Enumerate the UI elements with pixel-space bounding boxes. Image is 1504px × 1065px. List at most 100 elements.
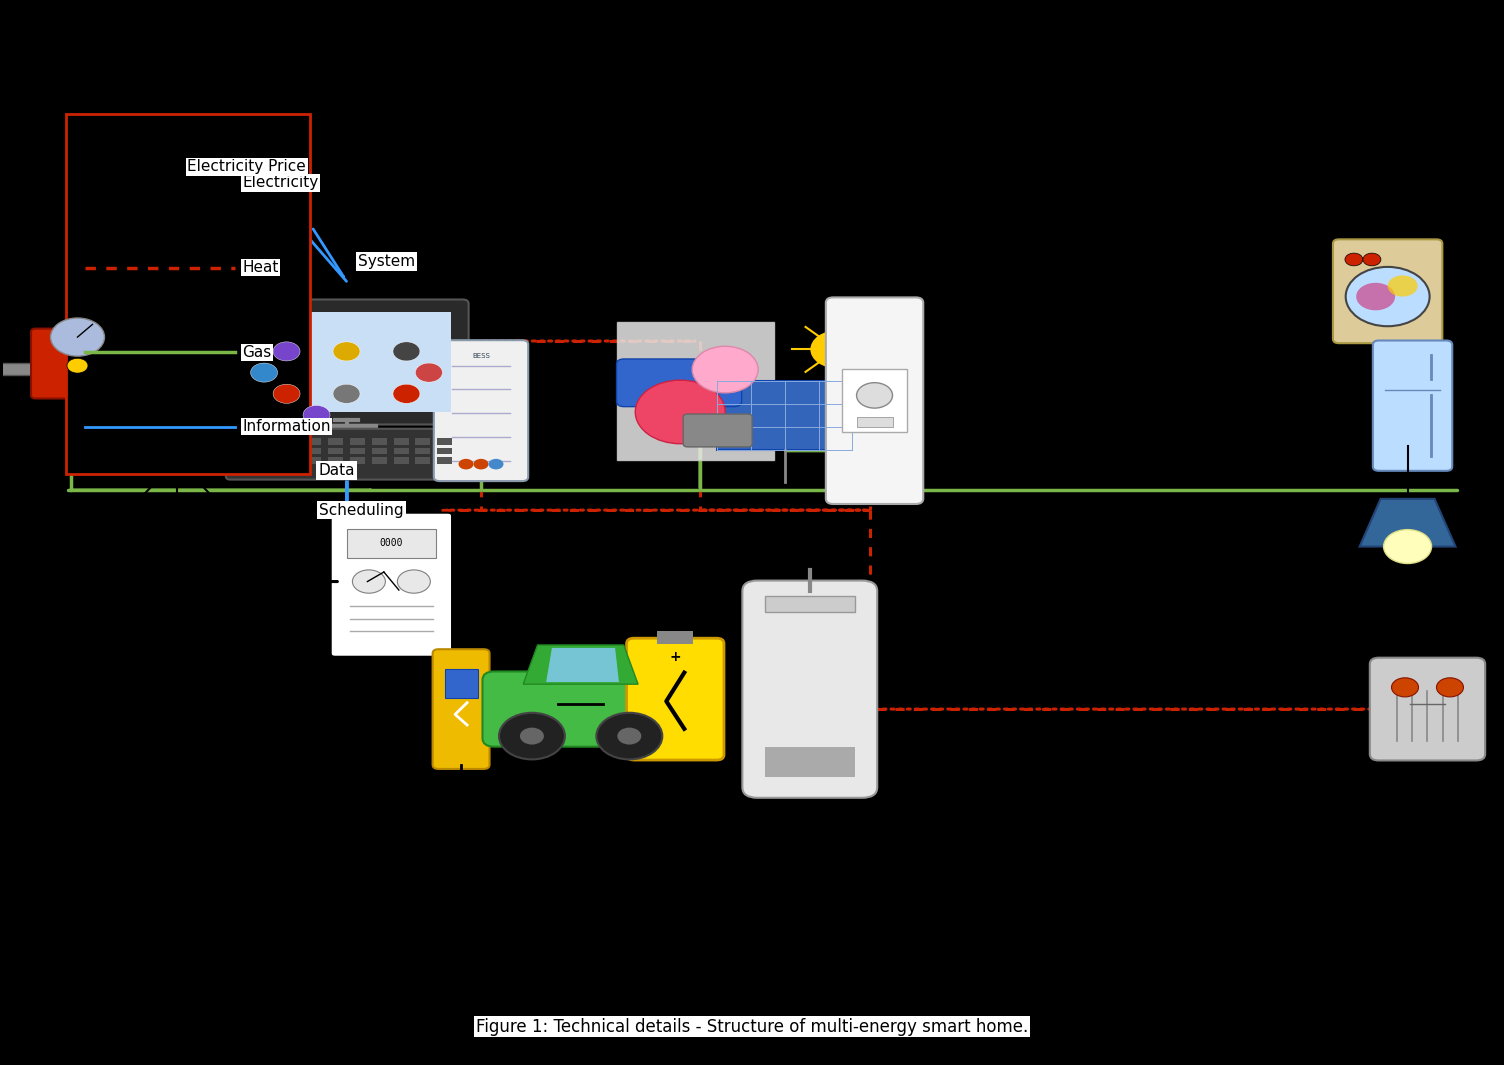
FancyBboxPatch shape xyxy=(284,457,299,463)
Text: Electricity Price: Electricity Price xyxy=(188,160,307,175)
FancyBboxPatch shape xyxy=(328,447,343,454)
Text: System: System xyxy=(358,253,415,269)
FancyBboxPatch shape xyxy=(371,439,387,444)
FancyBboxPatch shape xyxy=(284,439,299,444)
FancyBboxPatch shape xyxy=(307,439,322,444)
FancyBboxPatch shape xyxy=(32,329,123,398)
FancyBboxPatch shape xyxy=(1370,658,1484,760)
Circle shape xyxy=(474,459,489,470)
Circle shape xyxy=(1363,253,1381,266)
FancyBboxPatch shape xyxy=(284,447,299,454)
Text: 0000: 0000 xyxy=(379,539,403,548)
Text: Data: Data xyxy=(319,463,355,478)
FancyBboxPatch shape xyxy=(350,439,365,444)
Text: +: + xyxy=(669,650,681,663)
FancyBboxPatch shape xyxy=(415,457,430,463)
Text: Heat: Heat xyxy=(242,260,278,275)
FancyBboxPatch shape xyxy=(241,457,256,463)
FancyBboxPatch shape xyxy=(857,416,892,427)
Polygon shape xyxy=(546,648,620,682)
FancyBboxPatch shape xyxy=(350,457,365,463)
FancyBboxPatch shape xyxy=(617,359,741,407)
FancyBboxPatch shape xyxy=(242,312,451,412)
Circle shape xyxy=(332,342,359,361)
Circle shape xyxy=(302,406,329,425)
Circle shape xyxy=(1346,267,1430,326)
FancyBboxPatch shape xyxy=(657,630,693,643)
FancyBboxPatch shape xyxy=(241,439,256,444)
FancyBboxPatch shape xyxy=(415,447,430,454)
FancyBboxPatch shape xyxy=(1373,341,1453,471)
FancyBboxPatch shape xyxy=(347,528,436,558)
FancyBboxPatch shape xyxy=(331,512,453,657)
Text: BESS: BESS xyxy=(472,353,490,359)
FancyBboxPatch shape xyxy=(438,457,453,463)
FancyBboxPatch shape xyxy=(224,299,469,425)
Circle shape xyxy=(520,727,544,744)
Circle shape xyxy=(1391,677,1418,697)
FancyBboxPatch shape xyxy=(371,457,387,463)
Circle shape xyxy=(251,363,278,382)
Circle shape xyxy=(274,342,301,361)
FancyBboxPatch shape xyxy=(766,748,854,776)
FancyBboxPatch shape xyxy=(328,439,343,444)
FancyBboxPatch shape xyxy=(241,447,256,454)
Circle shape xyxy=(51,318,104,356)
FancyBboxPatch shape xyxy=(617,322,775,460)
Circle shape xyxy=(393,342,420,361)
Circle shape xyxy=(397,570,430,593)
Circle shape xyxy=(617,727,641,744)
Circle shape xyxy=(597,712,662,759)
FancyBboxPatch shape xyxy=(683,414,752,447)
FancyBboxPatch shape xyxy=(743,580,877,798)
Circle shape xyxy=(635,380,725,444)
FancyBboxPatch shape xyxy=(307,447,322,454)
FancyBboxPatch shape xyxy=(307,457,322,463)
Circle shape xyxy=(68,358,89,373)
FancyBboxPatch shape xyxy=(842,368,907,432)
Circle shape xyxy=(499,712,566,759)
FancyBboxPatch shape xyxy=(627,638,723,760)
Circle shape xyxy=(1436,677,1463,697)
Circle shape xyxy=(1345,253,1363,266)
FancyBboxPatch shape xyxy=(226,429,468,479)
Text: Gas: Gas xyxy=(242,345,272,360)
FancyBboxPatch shape xyxy=(433,340,528,481)
FancyBboxPatch shape xyxy=(438,447,453,454)
FancyBboxPatch shape xyxy=(445,669,478,699)
Circle shape xyxy=(1388,276,1418,296)
FancyBboxPatch shape xyxy=(1333,240,1442,343)
Text: Electricity: Electricity xyxy=(242,176,319,191)
Circle shape xyxy=(274,384,301,404)
FancyBboxPatch shape xyxy=(263,447,278,454)
Circle shape xyxy=(332,384,359,404)
Circle shape xyxy=(811,330,865,368)
Circle shape xyxy=(692,346,758,393)
Circle shape xyxy=(1357,283,1396,310)
FancyBboxPatch shape xyxy=(415,439,430,444)
Circle shape xyxy=(415,363,442,382)
Text: Scheduling: Scheduling xyxy=(319,503,403,518)
FancyBboxPatch shape xyxy=(263,457,278,463)
Text: Information: Information xyxy=(242,419,331,435)
Circle shape xyxy=(352,570,385,593)
Circle shape xyxy=(1384,529,1432,563)
FancyBboxPatch shape xyxy=(433,650,489,769)
FancyBboxPatch shape xyxy=(826,297,923,504)
FancyBboxPatch shape xyxy=(483,671,678,747)
Circle shape xyxy=(459,459,474,470)
FancyBboxPatch shape xyxy=(394,439,409,444)
Polygon shape xyxy=(523,645,638,684)
Circle shape xyxy=(489,459,504,470)
Circle shape xyxy=(393,384,420,404)
Polygon shape xyxy=(1360,498,1456,546)
Text: Figure 1: Technical details - Structure of multi-energy smart home.: Figure 1: Technical details - Structure … xyxy=(475,1018,1029,1036)
FancyBboxPatch shape xyxy=(394,447,409,454)
FancyBboxPatch shape xyxy=(717,381,853,450)
FancyBboxPatch shape xyxy=(438,439,453,444)
FancyBboxPatch shape xyxy=(0,362,167,375)
FancyBboxPatch shape xyxy=(66,114,310,474)
FancyBboxPatch shape xyxy=(394,457,409,463)
FancyBboxPatch shape xyxy=(263,439,278,444)
FancyBboxPatch shape xyxy=(328,457,343,463)
